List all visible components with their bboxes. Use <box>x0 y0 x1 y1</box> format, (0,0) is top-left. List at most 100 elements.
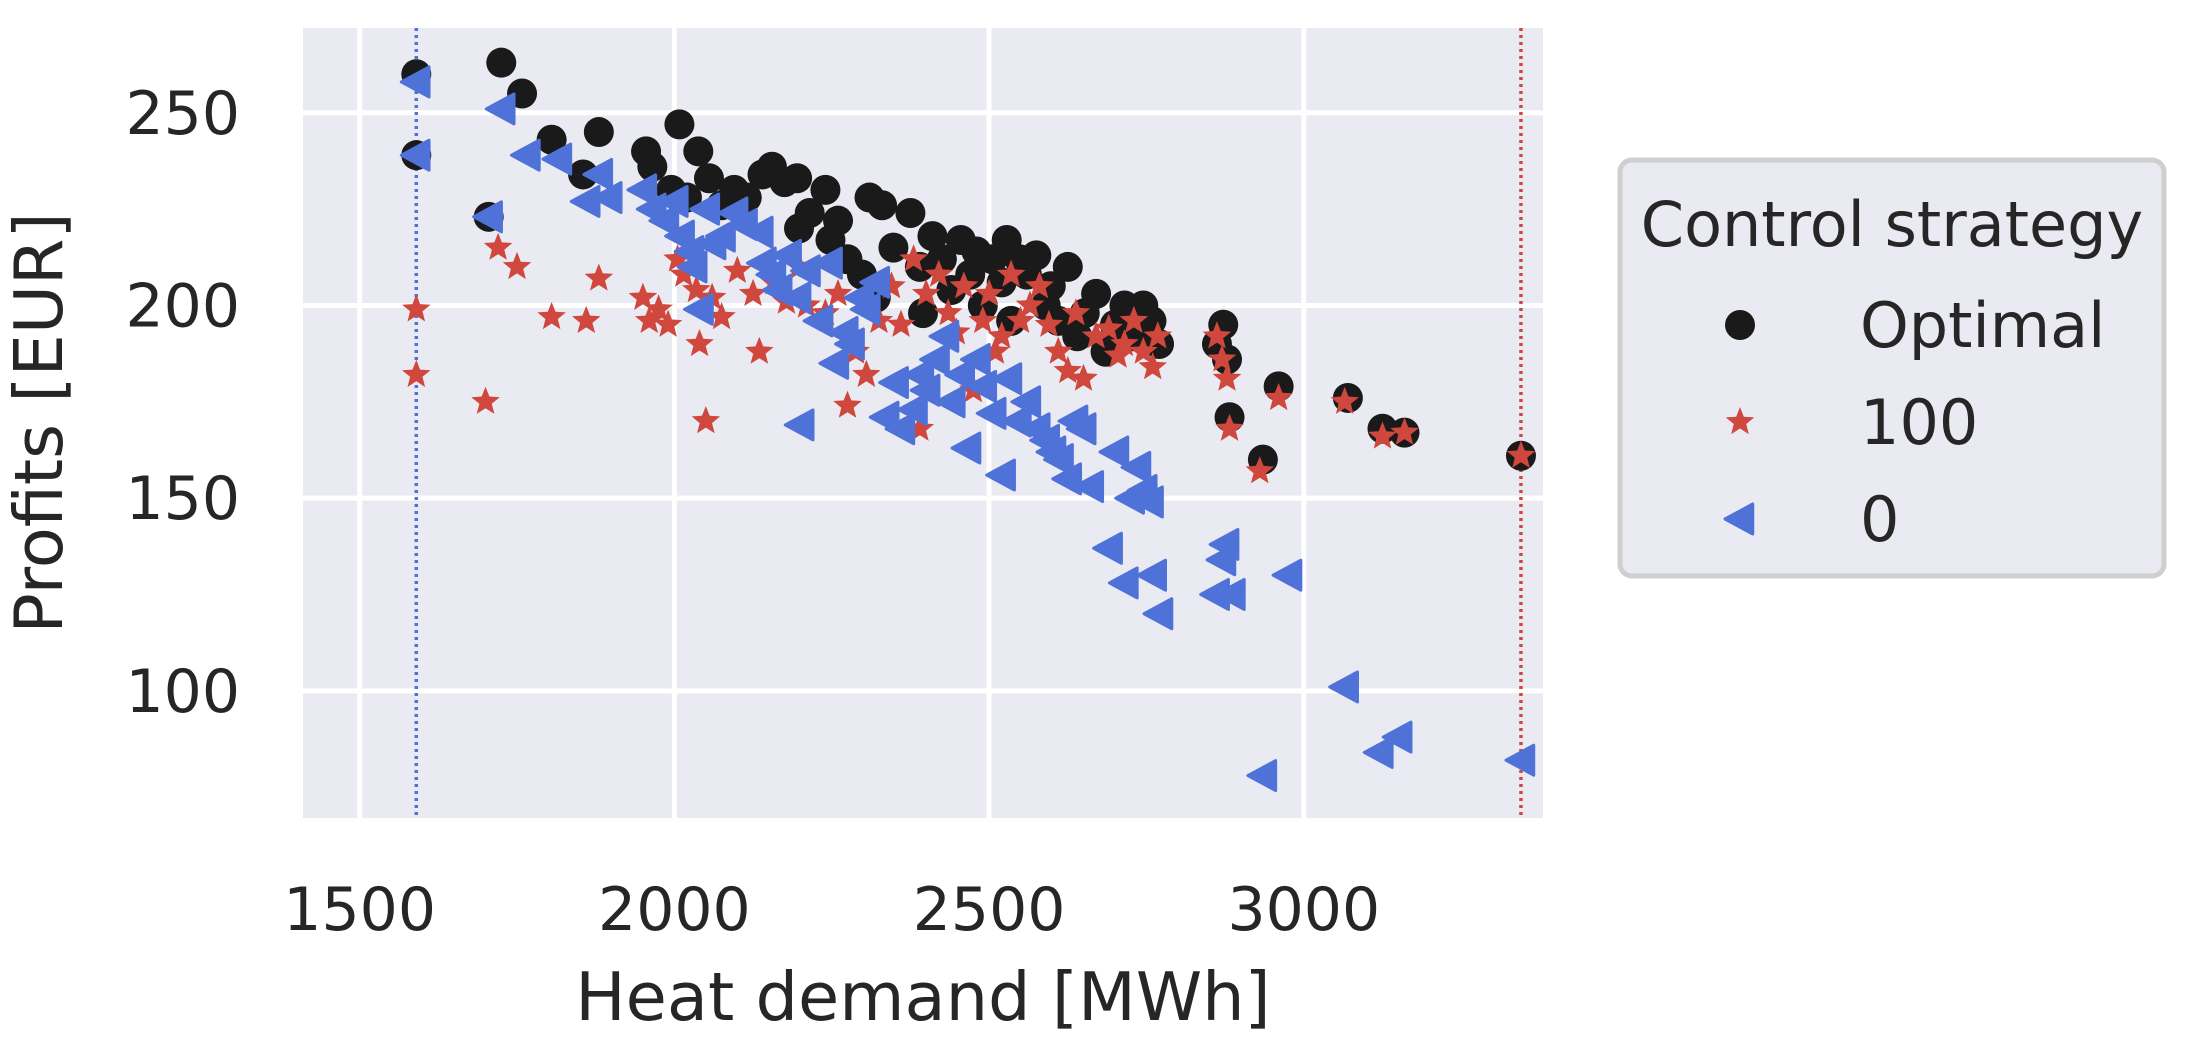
data-point-star <box>974 278 1004 306</box>
data-point-triangle-left <box>648 204 680 238</box>
legend-label: 0 <box>1860 483 1899 556</box>
data-point-triangle-left <box>1271 558 1303 592</box>
data-point-circle <box>908 298 938 329</box>
data-point-star <box>833 390 862 418</box>
legend-box <box>1617 157 2167 579</box>
data-point-star <box>502 251 532 280</box>
y-tick-label: 100 <box>125 657 240 727</box>
data-point-star <box>634 305 664 333</box>
y-tick-label: 150 <box>125 464 240 534</box>
data-point-star <box>1006 305 1035 333</box>
data-point-star <box>1069 363 1098 391</box>
data-point-triangle-left <box>1073 470 1105 504</box>
data-point-triangle-left <box>1092 531 1123 565</box>
legend-marker-circle <box>1725 310 1755 340</box>
data-point-star <box>471 386 500 414</box>
data-point-triangle-left <box>780 281 812 315</box>
data-point-circle <box>693 163 724 194</box>
data-point-triangle-left <box>591 181 623 215</box>
data-point-star <box>669 259 699 287</box>
data-point-circle <box>794 197 825 228</box>
data-point-triangle-left <box>960 342 991 376</box>
data-point-triangle-left <box>878 366 909 400</box>
data-point-star <box>644 294 673 322</box>
data-point-star <box>1207 344 1237 372</box>
data-point-triangle-left <box>834 327 865 361</box>
data-point-star <box>738 278 768 306</box>
data-point-star <box>905 413 935 441</box>
data-point-star <box>949 271 979 299</box>
data-point-triangle-left <box>1043 443 1074 477</box>
data-point-triangle-left <box>626 173 658 207</box>
data-point-triangle-left <box>897 393 928 427</box>
data-point-star <box>1110 329 1139 357</box>
data-point-star <box>1215 413 1244 441</box>
data-point-triangle-left <box>975 396 1007 430</box>
data-point-circle <box>583 117 614 148</box>
data-point-triangle-left <box>859 265 891 299</box>
data-point-star <box>691 406 721 434</box>
data-point-star <box>1212 363 1242 391</box>
legend-items: Optimal 100 0 <box>1723 289 2105 556</box>
data-point-star <box>1330 386 1359 414</box>
data-point-triangle-left <box>1120 450 1152 484</box>
legend-label: Optimal <box>1860 289 2105 362</box>
data-point-star <box>968 305 998 333</box>
data-point-star <box>1390 417 1419 445</box>
data-point-triangle-left <box>849 292 881 326</box>
data-point-triangle-left <box>676 250 708 284</box>
data-point-triangle-left <box>884 412 916 446</box>
x-tick-label: 2500 <box>913 875 1066 945</box>
y-tick-label: 250 <box>125 79 240 149</box>
legend-label: 100 <box>1860 386 1978 459</box>
data-point-star <box>402 294 431 322</box>
data-point-triangle-left <box>1142 597 1174 631</box>
data-point-star <box>852 359 881 387</box>
data-point-triangle-left <box>991 362 1023 396</box>
data-point-star <box>987 321 1016 349</box>
legend: Control strategy Optimal 100 0 <box>1617 157 2167 579</box>
data-point-triangle-left <box>1328 670 1359 704</box>
data-point-star <box>1138 352 1167 380</box>
data-series <box>399 47 1536 793</box>
legend-title: Control strategy <box>1641 188 2143 261</box>
data-point-star <box>1034 309 1064 337</box>
data-point-circle <box>810 174 841 205</box>
data-point-circle <box>782 163 813 194</box>
data-point-triangle-left <box>1098 435 1130 469</box>
y-axis-ticks: 100 150 200 250 <box>125 79 240 727</box>
data-point-triangle-left <box>472 200 503 234</box>
data-point-star <box>402 359 431 387</box>
x-tick-label: 1500 <box>283 875 436 945</box>
data-point-triangle-left <box>1065 412 1097 446</box>
data-point-star <box>584 263 614 291</box>
data-point-circle <box>926 244 957 275</box>
data-point-triangle-left <box>1133 485 1164 519</box>
data-point-circle <box>867 190 898 221</box>
data-point-star <box>1129 336 1158 364</box>
data-point-triangle-left <box>1362 735 1394 769</box>
data-point-triangle-left <box>683 292 714 326</box>
data-point-star <box>981 336 1010 364</box>
data-point-star <box>877 271 906 299</box>
x-axis-ticks: 1500 2000 2500 3000 <box>283 875 1380 945</box>
data-point-star <box>911 278 941 306</box>
data-point-circle <box>1062 321 1093 352</box>
data-point-star <box>1094 313 1123 341</box>
x-tick-label: 2000 <box>598 875 751 945</box>
data-point-star <box>933 298 963 326</box>
y-axis-title: Profits [EUR] <box>0 212 78 633</box>
data-point-star <box>1044 336 1073 364</box>
data-point-triangle-left <box>950 431 982 465</box>
data-point-star <box>572 305 601 333</box>
y-tick-label: 200 <box>125 271 240 341</box>
data-point-circle <box>823 205 854 236</box>
data-point-circle <box>683 136 714 167</box>
data-point-circle <box>1021 240 1052 271</box>
data-point-circle <box>917 221 948 252</box>
data-point-star <box>663 244 692 272</box>
data-point-circle <box>536 124 567 155</box>
data-point-triangle-left <box>582 157 614 191</box>
x-axis-title: Heat demand [MWh] <box>575 958 1270 1036</box>
